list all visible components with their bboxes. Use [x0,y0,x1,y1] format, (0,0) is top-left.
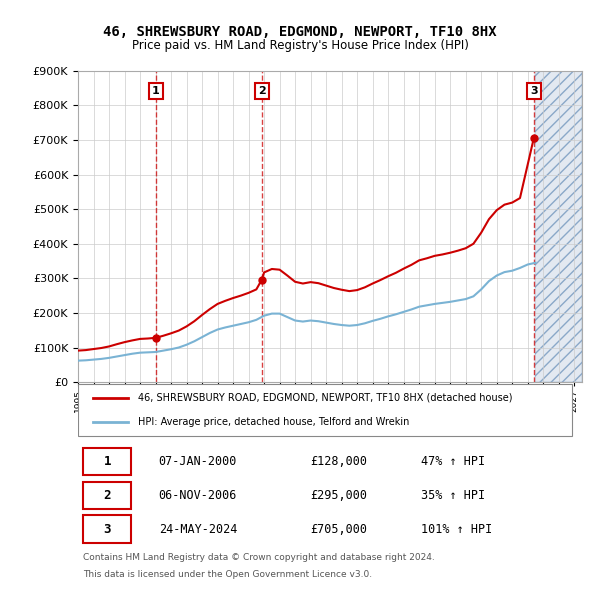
FancyBboxPatch shape [83,448,131,475]
Text: 3: 3 [530,86,538,96]
Text: HPI: Average price, detached house, Telford and Wrekin: HPI: Average price, detached house, Telf… [139,418,410,427]
Text: 3: 3 [103,523,111,536]
FancyBboxPatch shape [78,384,572,436]
Text: 2: 2 [258,86,265,96]
Text: £295,000: £295,000 [310,489,367,502]
Text: 07-JAN-2000: 07-JAN-2000 [158,455,237,468]
FancyBboxPatch shape [83,516,131,543]
Text: 46, SHREWSBURY ROAD, EDGMOND, NEWPORT, TF10 8HX (detached house): 46, SHREWSBURY ROAD, EDGMOND, NEWPORT, T… [139,393,513,403]
Text: Price paid vs. HM Land Registry's House Price Index (HPI): Price paid vs. HM Land Registry's House … [131,39,469,52]
Bar [535,71,582,382]
Text: Contains HM Land Registry data © Crown copyright and database right 2024.: Contains HM Land Registry data © Crown c… [83,553,435,562]
Text: £128,000: £128,000 [310,455,367,468]
Text: 24-MAY-2024: 24-MAY-2024 [158,523,237,536]
Text: 06-NOV-2006: 06-NOV-2006 [158,489,237,502]
Text: 1: 1 [103,455,111,468]
Bar [535,71,582,382]
Text: 101% ↑ HPI: 101% ↑ HPI [421,523,492,536]
Text: 35% ↑ HPI: 35% ↑ HPI [421,489,485,502]
Text: £705,000: £705,000 [310,523,367,536]
Text: 1: 1 [152,86,160,96]
Text: This data is licensed under the Open Government Licence v3.0.: This data is licensed under the Open Gov… [83,571,372,579]
Text: 47% ↑ HPI: 47% ↑ HPI [421,455,485,468]
Text: 46, SHREWSBURY ROAD, EDGMOND, NEWPORT, TF10 8HX: 46, SHREWSBURY ROAD, EDGMOND, NEWPORT, T… [103,25,497,40]
Text: 2: 2 [103,489,111,502]
FancyBboxPatch shape [83,481,131,509]
